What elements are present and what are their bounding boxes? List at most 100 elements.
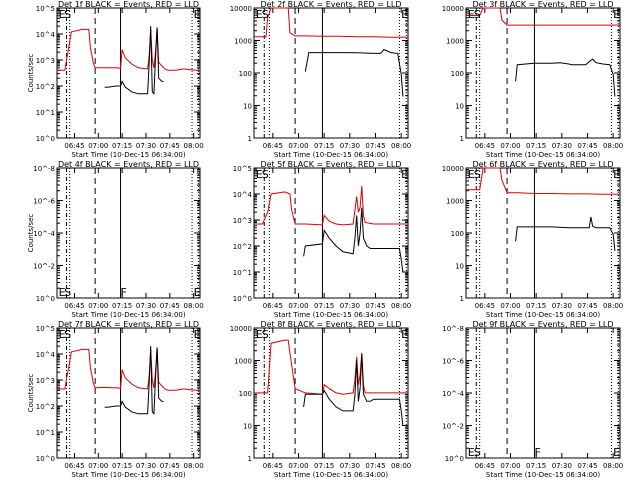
- events-series-line: [303, 354, 404, 427]
- panel-title: Det 4f BLACK = Events, RED = LLD: [58, 160, 199, 169]
- x-tick-label: 07:30: [552, 302, 572, 310]
- event-flag-label: S: [64, 286, 71, 299]
- x-tick-label: 07:45: [160, 462, 180, 470]
- events-series-line: [303, 207, 404, 273]
- lld-series-line: [466, 7, 620, 26]
- x-axis-label: Start Time (10-Dec-15 06:34:00): [71, 151, 185, 159]
- x-tick-label: 07:00: [288, 142, 308, 150]
- x-tick-label: 07:15: [526, 142, 546, 150]
- event-flag-label: F: [121, 286, 127, 299]
- x-tick-label: 07:00: [88, 302, 108, 310]
- events-series-line: [304, 48, 404, 97]
- x-tick-label: 08:00: [184, 142, 204, 150]
- panel-title: Det 7f BLACK = Events, RED = LLD: [58, 320, 199, 329]
- y-tick-label: 100: [239, 390, 252, 398]
- detector-panel: Det 6f BLACK = Events, RED = LLD 06:45 07:…: [442, 160, 624, 319]
- y-tick-label: 1000: [446, 198, 464, 206]
- y-tick-label: 10^1: [36, 109, 55, 117]
- y-tick-label: 10^5: [36, 5, 55, 13]
- x-tick-label: 07:15: [314, 302, 334, 310]
- y-tick-label: 10^-4: [33, 230, 55, 238]
- events-series-line: [515, 58, 616, 97]
- y-tick-label: 100: [239, 70, 252, 78]
- y-tick-label: 10000: [442, 165, 464, 173]
- x-tick-label: 07:15: [526, 302, 546, 310]
- detector-panel: Det 1f BLACK = Events, RED = LLD 06:45 07:…: [27, 0, 204, 159]
- lld-series-line: [57, 27, 200, 71]
- y-tick-label: 10^-2: [33, 263, 55, 271]
- event-flag-label: E: [468, 168, 475, 181]
- event-flag-label: S: [262, 328, 269, 341]
- y-tick-label: 10^2: [36, 83, 55, 91]
- event-flag-label: E: [256, 8, 263, 21]
- x-tick-label: 06:45: [263, 462, 283, 470]
- x-tick-label: 07:30: [340, 142, 360, 150]
- x-axis-label: Start Time (10-Dec-15 06:34:00): [486, 151, 600, 159]
- y-tick-label: 10: [243, 103, 252, 111]
- lld-series-line: [57, 347, 200, 391]
- x-tick-label: 07:15: [112, 462, 132, 470]
- x-tick-label: 07:00: [500, 302, 520, 310]
- event-flag-label: E: [256, 328, 263, 341]
- y-axis-label: Counts/sec: [27, 214, 35, 253]
- x-tick-label: 07:45: [577, 142, 597, 150]
- x-tick-label: 08:00: [603, 462, 623, 470]
- plot-frame: [56, 167, 201, 299]
- x-tick-label: 06:45: [475, 462, 495, 470]
- y-tick-label: 10^0: [36, 455, 55, 463]
- event-flag-label: E: [59, 286, 66, 299]
- events-series-line: [104, 26, 164, 96]
- x-tick-label: 06:45: [263, 142, 283, 150]
- y-tick-label: 1: [460, 135, 464, 143]
- event-flag-label: F: [534, 446, 540, 459]
- event-flag-label: E: [468, 8, 475, 21]
- plot-frame: [253, 7, 409, 139]
- y-tick-label: 10: [455, 103, 464, 111]
- y-tick-label: 100: [451, 230, 464, 238]
- y-tick-label: 10^-6: [442, 358, 464, 366]
- lld-series-line: [254, 186, 408, 226]
- x-tick-label: 08:00: [603, 302, 623, 310]
- panel-title: Det 6f BLACK = Events, RED = LLD: [472, 160, 613, 169]
- x-tick-label: 07:00: [88, 142, 108, 150]
- event-flag-label: S: [474, 446, 481, 459]
- event-flag-label: S: [64, 328, 71, 341]
- plot-frame: [56, 327, 201, 459]
- y-tick-label: 10^-8: [442, 325, 464, 333]
- y-tick-label: 10000: [230, 325, 252, 333]
- panel-title: Det 8f BLACK = Events, RED = LLD: [260, 320, 401, 329]
- x-tick-label: 07:45: [365, 302, 385, 310]
- y-tick-label: 10^0: [36, 135, 55, 143]
- events-series-line: [104, 346, 164, 416]
- x-axis-label: Start Time (10-Dec-15 06:34:00): [486, 471, 600, 479]
- y-tick-label: 1: [460, 295, 464, 303]
- x-tick-label: 07:30: [136, 462, 156, 470]
- y-tick-label: 1000: [446, 38, 464, 46]
- y-tick-label: 10^4: [36, 351, 56, 359]
- x-tick-label: 07:30: [136, 302, 156, 310]
- event-flag-label: S: [262, 8, 269, 21]
- event-flag-label: E: [194, 328, 201, 341]
- x-tick-label: 07:45: [365, 142, 385, 150]
- x-tick-label: 07:15: [314, 142, 334, 150]
- y-tick-label: 10^3: [36, 377, 55, 385]
- x-tick-label: 07:00: [88, 462, 108, 470]
- x-tick-label: 07:15: [526, 462, 546, 470]
- event-flag-label: E: [401, 328, 408, 341]
- detector-panel: Det 9f BLACK = Events, RED = LLD 06:45 07:…: [442, 320, 623, 479]
- panel-title: Det 2f BLACK = Events, RED = LLD: [260, 0, 401, 9]
- x-axis-label: Start Time (10-Dec-15 06:34:00): [71, 471, 185, 479]
- y-tick-label: 10^2: [233, 243, 252, 251]
- y-tick-label: 10^-8: [33, 165, 55, 173]
- plot-frame: [465, 327, 621, 459]
- y-tick-label: 10^2: [36, 403, 55, 411]
- lld-series-line: [254, 339, 408, 395]
- x-tick-label: 06:45: [64, 142, 84, 150]
- y-tick-label: 10: [455, 263, 464, 271]
- x-tick-label: 07:30: [136, 142, 156, 150]
- event-flag-label: E: [194, 286, 201, 299]
- x-tick-label: 08:00: [391, 302, 411, 310]
- detector-panel: Det 2f BLACK = Events, RED = LLD 06:45 07:…: [230, 0, 412, 159]
- event-flag-label: E: [468, 446, 475, 459]
- x-tick-label: 07:15: [112, 142, 132, 150]
